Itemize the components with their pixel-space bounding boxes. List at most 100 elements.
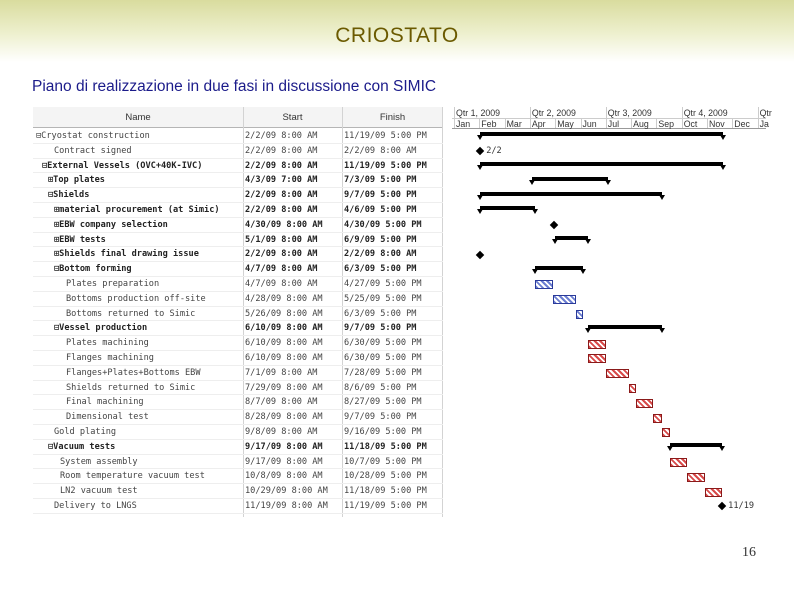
summary-bar[interactable] [528,176,611,185]
summary-bar[interactable] [477,191,666,200]
table-row[interactable]: ⊞Shields final drawing issue 2/2/09 8:00 … [33,247,443,262]
table-row[interactable]: ⊟Vacuum tests 9/17/09 8:00 AM 11/18/09 5:0… [33,440,443,455]
task-name: Plates preparation [66,279,160,289]
task-start: 2/2/09 8:00 AM [245,131,318,141]
task-start: 4/30/09 8:00 AM [245,219,323,230]
task-start: 5/26/09 8:00 AM [245,308,323,319]
task-finish: 9/7/09 5:00 PM [344,323,417,334]
task-finish: 6/30/09 5:00 PM [344,353,422,363]
table-row[interactable]: Room temperature vacuum test 10/8/09 8:00… [33,469,443,484]
summary-bar[interactable] [477,206,538,215]
milestone-marker[interactable] [550,220,559,230]
row-divider [33,216,443,218]
summary-bar[interactable] [585,324,666,333]
task-finish: 11/19/09 5:00 PM [344,501,427,511]
task-start: 4/3/09 7:00 AM [245,175,318,186]
row-divider [33,142,443,144]
task-bar[interactable] [635,398,654,408]
row-divider [33,246,443,248]
row-divider [33,276,443,277]
task-name: Gold plating [54,427,117,437]
task-finish: 9/16/09 5:00 PM [344,427,422,437]
table-row[interactable]: ⊟Cryostat construction 2/2/09 8:00 AM 11/1… [33,129,443,144]
row-divider [33,350,443,351]
task-finish: 6/30/09 5:00 PM [344,338,422,349]
task-bar[interactable] [628,384,636,393]
column-divider [243,107,244,517]
summary-bar[interactable] [552,236,591,244]
task-finish: 11/18/09 5:00 PM [344,441,427,452]
table-row[interactable]: Flanges machining 6/10/09 8:00 AM 6/30/09 … [33,351,443,366]
quarter-header: Qtr 1, 2009 Qtr 2, 2009 Qtr 3, 2009 Qtr 4, … [452,107,772,119]
table-row[interactable]: ⊟Bottom forming 4/7/09 8:00 AM 6/3/09 5:00… [33,262,443,277]
task-start: 2/2/09 8:00 AM [245,205,318,215]
task-bar[interactable] [552,295,576,305]
header-start[interactable]: Start [243,107,342,128]
table-row[interactable]: ⊞EBW company selection 4/30/09 8:00 AM 4/3… [33,218,443,233]
table-row[interactable]: Plates machining 6/10/09 8:00 AM 6/30/09 5… [33,336,443,351]
table-row[interactable]: Flanges+Plates+Bottoms EBW 7/1/09 8:00 AM… [33,366,443,381]
header-finish-label: Finish [379,112,406,123]
month-label: Jun [582,119,597,129]
task-bar[interactable] [534,280,553,290]
summary-bar[interactable] [477,132,726,141]
summary-bar[interactable] [477,162,726,170]
table-row[interactable]: ⊞material procurement (at Simic) 2/2/09 8… [33,203,443,218]
task-bar[interactable] [653,413,663,423]
table-row[interactable]: Dimensional test 8/28/09 8:00 AM 9/7/09 5:… [33,410,443,425]
milestone-marker[interactable] [475,146,485,156]
task-name: Plates machining [66,338,149,349]
timescale-divider [631,118,633,128]
row-divider [33,498,443,499]
table-row[interactable]: Gold plating 9/8/09 8:00 AM 9/16/09 5:00 P… [33,425,443,440]
summary-bar[interactable] [531,265,587,274]
timescale-divider [605,107,607,128]
table-row[interactable]: ⊞Top plates 4/3/09 7:00 AM 7/3/09 5:00 PM [33,173,443,188]
task-name: ⊟Vacuum tests [48,441,116,452]
header-finish[interactable]: Finish [342,107,443,128]
table-row[interactable]: ⊟External Vessels (OVC+40K-IVC) 2/2/09 8:… [33,159,443,174]
slide-title: CRIOSTATO [335,24,459,47]
table-row[interactable]: Bottoms production off-site 4/28/09 8:00 … [33,292,443,307]
month-label: Aug [633,119,649,129]
row-divider [33,424,443,425]
table-row[interactable]: Plates preparation 4/7/09 8:00 AM 4/27/09 … [33,277,443,292]
summary-bar[interactable] [666,443,726,452]
task-finish: 7/28/09 5:00 PM [344,367,422,378]
table-row[interactable]: ⊟Shields 2/2/09 8:00 AM 9/7/09 5:00 PM [33,188,443,203]
quarter-label: Qtr 2, 2009 [531,108,576,118]
task-finish: 4/27/09 5:00 PM [344,279,422,289]
table-row[interactable]: Contract signed 2/2/09 8:00 AM 2/2/09 8:00… [33,144,443,159]
task-finish: 4/6/09 5:00 PM [344,205,417,215]
table-row[interactable]: System assembly 9/17/09 8:00 AM 10/7/09 5:… [33,455,443,470]
milestone-marker[interactable] [717,502,727,511]
table-row[interactable]: ⊟Vessel production 6/10/09 8:00 AM 9/7/09 … [33,321,443,336]
task-bar[interactable] [669,458,688,467]
task-name: LN2 vacuum test [60,486,138,497]
table-row[interactable]: LN2 vacuum test 10/29/09 8:00 AM 11/18/09 … [33,484,443,499]
table-row[interactable]: Delivery to LNGS 11/19/09 8:00 AM 11/19/09… [33,499,443,514]
table-row[interactable]: ⊞EBW tests 5/1/09 8:00 AM 6/9/09 5:00 PM [33,233,443,248]
table-row[interactable]: Final machining 8/7/09 8:00 AM 8/27/09 5:0… [33,395,443,410]
task-start: 4/7/09 8:00 AM [245,279,318,289]
timescale-divider [454,107,455,128]
task-name: Flanges machining [66,353,154,363]
month-label: Nov [709,119,725,129]
task-start: 8/28/09 8:00 AM [245,412,323,423]
task-finish: 8/6/09 5:00 PM [344,382,417,393]
task-start: 7/1/09 8:00 AM [245,367,318,378]
row-divider [33,364,443,366]
task-name: Contract signed [54,145,132,156]
task-bar[interactable] [575,310,584,319]
table-row[interactable]: Bottoms returned to Simic 5/26/09 8:00 AM… [33,307,443,322]
milestone-marker[interactable] [475,250,485,260]
header-name[interactable]: Name [33,107,243,128]
task-bar[interactable] [687,472,705,482]
table-row[interactable]: Shields returned to Simic 7/29/09 8:00 AM… [33,381,443,396]
task-bar[interactable] [704,487,723,497]
row-divider [33,305,443,307]
task-bar[interactable] [588,354,606,364]
task-bar[interactable] [588,339,606,349]
task-bar[interactable] [605,369,629,379]
task-bar[interactable] [662,428,670,438]
